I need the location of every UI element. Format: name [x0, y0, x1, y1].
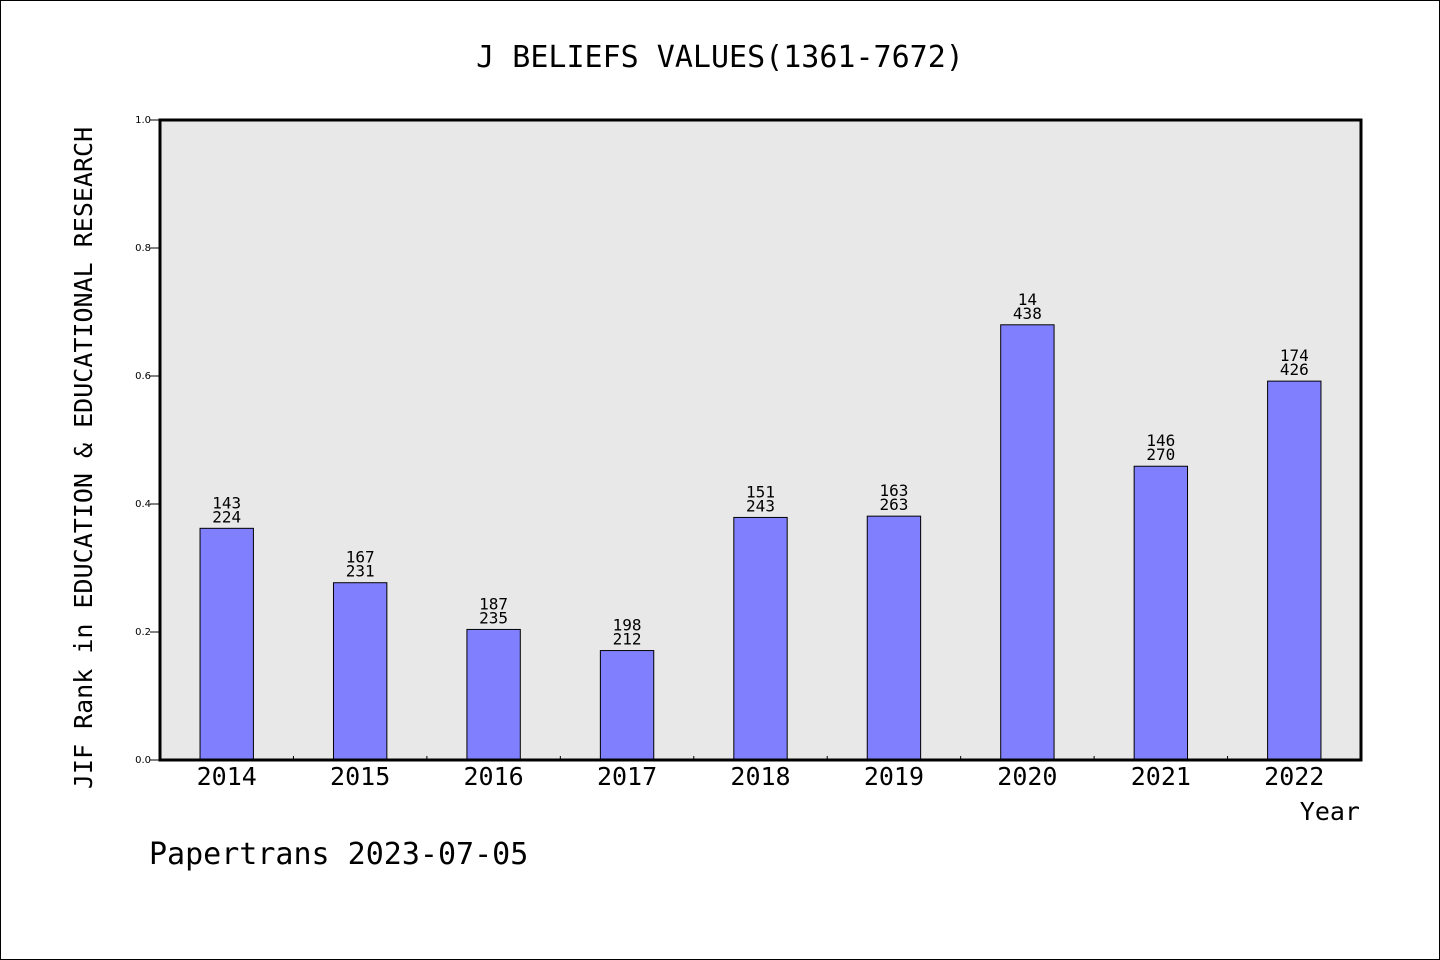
x-tick-label: 2021 [1131, 762, 1191, 791]
bar-label-top: 167 [346, 548, 375, 567]
bar-label-bottom: 263 [879, 495, 908, 514]
x-tick-label: 2020 [997, 762, 1057, 791]
x-tick-label: 2015 [330, 762, 390, 791]
y-tick-label: 0.4 [135, 499, 151, 510]
bar-2019 [866, 515, 922, 761]
bar-label-bottom: 438 [1013, 304, 1042, 323]
bar-label-bottom: 224 [212, 507, 241, 526]
y-tick-label: 0.8 [135, 243, 151, 254]
bar-label-top: 151 [746, 482, 775, 501]
bars-group [199, 324, 1322, 761]
bar-label-bottom: 231 [346, 562, 375, 581]
x-tick-label: 2019 [864, 762, 924, 791]
y-tick-label: 0.2 [135, 627, 151, 638]
y-tick-label: 0.6 [135, 371, 151, 382]
x-tick-label: 2022 [1264, 762, 1324, 791]
bar-label-bottom: 426 [1280, 360, 1309, 379]
x-tick-label: 2016 [464, 762, 524, 791]
bar-label-bottom: 270 [1146, 445, 1175, 464]
footer-text: Papertrans 2023-07-05 [149, 837, 528, 872]
bar-label-bottom: 212 [613, 630, 642, 649]
bar-2022 [1267, 380, 1322, 761]
bar-2020 [1000, 324, 1055, 761]
x-axis-label: Year [1300, 797, 1360, 826]
y-tick-label: 1.0 [135, 115, 151, 126]
bar-2017 [599, 650, 655, 761]
bar-label-top: 163 [879, 481, 908, 500]
bar-label-top: 187 [479, 594, 508, 613]
x-tick-label: 2014 [197, 762, 257, 791]
x-axis: 2014 2015 2016 2017 2018 2019 2020 2021 2022 [197, 756, 1324, 791]
x-tick-label: 2017 [597, 762, 657, 791]
bar-label-top: 198 [613, 616, 642, 635]
bar-2015 [332, 582, 388, 761]
bar-label-bottom: 235 [479, 608, 508, 627]
bar-2018 [733, 516, 788, 761]
bar-label-bottom: 243 [746, 496, 775, 515]
bar-label-top: 143 [212, 493, 241, 512]
y-tick-label: 0.0 [135, 755, 151, 766]
plot-border [158, 118, 1363, 762]
bar-label-top: 146 [1146, 431, 1175, 450]
bar-label-top: 174 [1280, 346, 1309, 365]
y-axis: 0.0 0.2 0.4 0.6 0.8 1.0 [135, 115, 160, 766]
x-tick-label: 2018 [730, 762, 790, 791]
bar-2021 [1133, 465, 1189, 761]
bar-2016 [466, 628, 521, 761]
bar-2014 [199, 527, 254, 761]
chart-title: J BELIEFS VALUES(1361-7672) [476, 40, 964, 75]
y-axis-label: JIF Rank in EDUCATION & EDUCATIONAL RESE… [69, 127, 98, 789]
bar-label-top: 14 [1018, 290, 1037, 309]
